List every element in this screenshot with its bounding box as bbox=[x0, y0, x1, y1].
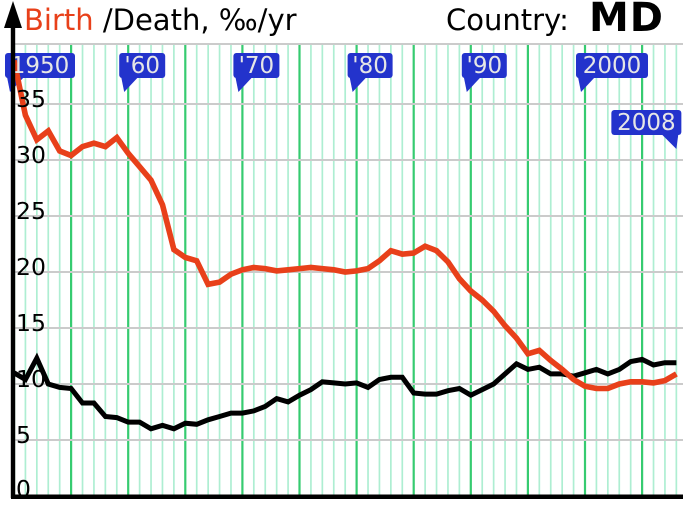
year-tag-label: '70 bbox=[239, 53, 275, 79]
y-tick-label: 10 bbox=[16, 365, 46, 393]
year-tag-label: '60 bbox=[124, 53, 160, 79]
year-tags bbox=[5, 53, 682, 149]
y-tick-labels: 0 5 10 15 20 25 30 35 bbox=[16, 85, 46, 503]
year-tag-label: 1950 bbox=[11, 53, 70, 79]
year-tag-label: '90 bbox=[467, 53, 503, 79]
year-tag-pointer bbox=[578, 77, 595, 92]
year-tag bbox=[5, 53, 75, 78]
year-tag bbox=[347, 53, 393, 78]
chart-title: Birth /Death, ‰/yr bbox=[24, 3, 297, 37]
y-tick-label: 30 bbox=[16, 141, 46, 169]
country-label: Country: bbox=[446, 3, 569, 37]
y-tick-label: 20 bbox=[16, 253, 46, 281]
y-tick-label: 5 bbox=[16, 421, 31, 449]
axes bbox=[4, 1, 683, 499]
year-tag-pointer bbox=[463, 77, 481, 92]
year-tag-pointer bbox=[121, 77, 139, 92]
year-tag-label: '80 bbox=[352, 53, 388, 79]
y-tick-label: 15 bbox=[16, 309, 46, 337]
year-tag-label: 2008 bbox=[617, 110, 676, 136]
y-axis-arrow-icon bbox=[4, 1, 22, 28]
y-axis bbox=[10, 16, 16, 498]
year-tag bbox=[611, 110, 682, 135]
title-birth-label: Birth bbox=[24, 3, 94, 37]
title-death-unit-label: /Death, ‰/yr bbox=[93, 3, 297, 37]
y-tick-label: 0 bbox=[16, 475, 31, 503]
country-code: MD bbox=[589, 0, 665, 41]
year-tag-label: 2000 bbox=[583, 53, 642, 79]
year-tag-pointer bbox=[349, 77, 367, 92]
year-tag-pointer bbox=[661, 134, 679, 149]
year-tag-labels: 1950 '60 '70 '80 '90 2000 2008 bbox=[11, 53, 676, 136]
year-tag-pointer bbox=[235, 77, 253, 92]
year-tag bbox=[576, 53, 648, 78]
year-tag bbox=[119, 53, 166, 78]
y-tick-label: 25 bbox=[16, 197, 46, 225]
year-tag bbox=[233, 53, 280, 78]
birth-rate-line bbox=[11, 59, 678, 392]
y-tick-label: 35 bbox=[16, 85, 46, 113]
x-axis bbox=[11, 494, 683, 499]
year-tag bbox=[461, 53, 507, 78]
series-lines bbox=[11, 59, 678, 432]
value-gridlines bbox=[11, 43, 683, 441]
